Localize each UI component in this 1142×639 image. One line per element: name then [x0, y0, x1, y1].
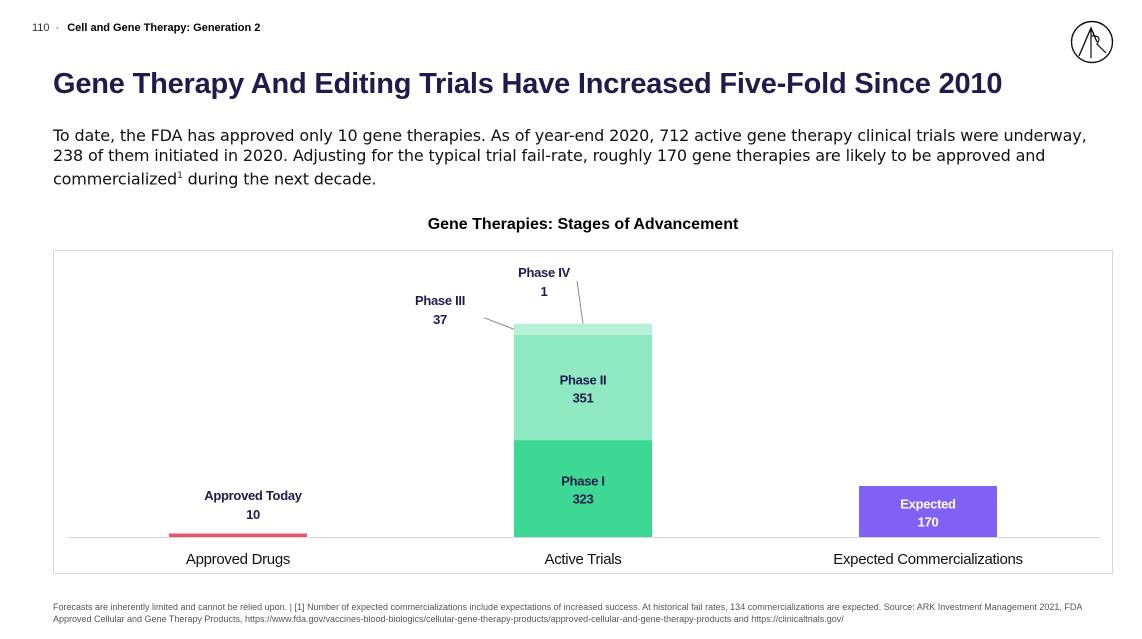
footnote: Forecasts are inherently limited and can… — [53, 602, 1082, 624]
header-separator: · — [55, 22, 60, 34]
phase-iii-leader-line — [483, 317, 515, 330]
bar-expected — [859, 486, 997, 537]
section-title: Cell and Gene Therapy: Generation 2 — [67, 22, 261, 34]
bar-approved-today — [169, 533, 307, 537]
data-label-phase-iii: 37 — [433, 312, 447, 327]
category-label-active-trials: Active Trials — [545, 551, 622, 568]
series-label-phase-iii: Phase III — [415, 293, 465, 308]
chart-frame — [53, 250, 1113, 574]
category-label-approved-drugs: Approved Drugs — [186, 551, 290, 568]
bar-phase-ii — [514, 334, 652, 441]
data-label-phase-iv: 1 — [541, 284, 548, 299]
series-label-phase-iv: Phase IV — [518, 265, 570, 280]
data-label-phase-ii: 351 — [573, 390, 594, 405]
data-label-phase-i: 323 — [573, 492, 594, 507]
category-label-expected-commercializations: Expected Commercializations — [833, 551, 1022, 568]
intro-paragraph: To date, the FDA has approved only 10 ge… — [53, 126, 1113, 189]
page-header: 110 · Cell and Gene Therapy: Generation … — [32, 22, 260, 34]
phase-iv-leader-line — [576, 280, 584, 324]
page-number: 110 — [32, 22, 50, 34]
data-label-expected: 170 — [918, 515, 939, 530]
series-label-approved-today: Approved Today — [204, 488, 302, 503]
series-label-phase-ii: Phase II — [560, 372, 607, 387]
intro-text: To date, the FDA has approved only 10 ge… — [53, 126, 1087, 189]
series-label-expected: Expected — [900, 497, 956, 512]
bar-phase-i — [514, 440, 652, 537]
footnote-marker: 1 — [177, 171, 183, 181]
intro-text-end: during the next decade. — [182, 169, 377, 189]
ark-logo-icon — [1070, 20, 1114, 64]
bar-phase-iii — [514, 323, 652, 335]
page-headline: Gene Therapy And Editing Trials Have Inc… — [53, 68, 1003, 100]
data-label-approved-today: 10 — [246, 507, 260, 522]
series-label-phase-i: Phase I — [561, 474, 604, 489]
chart-title: Gene Therapies: Stages of Advancement — [427, 216, 739, 233]
